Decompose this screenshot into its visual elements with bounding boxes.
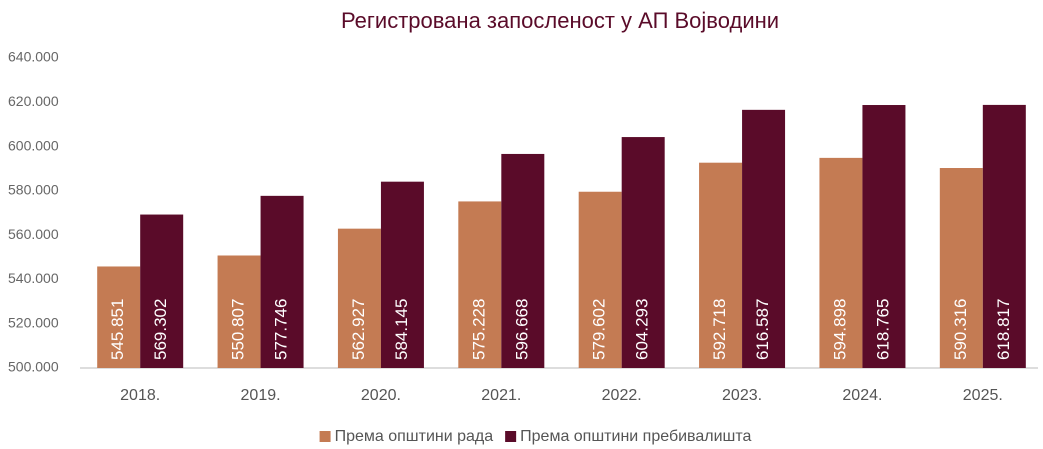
data-label: 604.293 (633, 299, 652, 360)
data-label: 569.302 (151, 299, 170, 360)
data-label: 545.851 (108, 299, 127, 360)
bar (699, 162, 743, 368)
bar (742, 109, 786, 368)
bar (260, 195, 304, 368)
y-tick-label: 620.000 (8, 93, 59, 109)
bar (621, 137, 665, 368)
legend-swatch (505, 431, 517, 442)
data-label: 594.898 (830, 299, 849, 360)
y-tick-label: 520.000 (8, 314, 59, 330)
data-label: 577.746 (272, 299, 291, 360)
bar (578, 191, 622, 368)
x-tick-label: 2023. (722, 387, 762, 404)
data-label: 590.316 (951, 299, 970, 360)
bar (380, 181, 424, 368)
data-label: 550.807 (229, 299, 248, 360)
bar (337, 228, 381, 368)
legend-swatch (319, 431, 331, 442)
x-tick-label: 2018. (120, 387, 160, 404)
bar (501, 153, 545, 368)
data-label: 562.927 (349, 299, 368, 360)
y-tick-label: 640.000 (8, 49, 59, 65)
data-label: 575.228 (469, 299, 488, 360)
chart-title: Регистрована запосленост у АП Војводини (341, 8, 779, 33)
bar (819, 157, 863, 368)
legend-label: Према општини рада (335, 428, 494, 445)
legend-label: Према општини пребивалишта (520, 428, 751, 445)
bar (217, 255, 261, 368)
data-label: 616.587 (753, 299, 772, 360)
bar (97, 266, 141, 368)
data-label: 579.602 (590, 299, 609, 360)
legend: Према општини рада Према општини пребивал… (319, 428, 752, 445)
bar (939, 168, 983, 368)
y-tick-label: 560.000 (8, 226, 59, 242)
x-tick-label: 2020. (361, 387, 401, 404)
x-tick-label: 2019. (241, 387, 281, 404)
bar (140, 214, 184, 368)
bar (862, 105, 906, 368)
bar (458, 201, 502, 368)
y-tick-label: 500.000 (8, 359, 59, 375)
data-label: 592.718 (710, 299, 729, 360)
y-tick-label: 600.000 (8, 137, 59, 153)
x-tick-label: 2025. (963, 387, 1003, 404)
x-tick-label: 2024. (842, 387, 882, 404)
data-label: 596.668 (512, 299, 531, 360)
x-tick-label: 2022. (602, 387, 642, 404)
bar (982, 104, 1026, 368)
data-label: 618.765 (873, 299, 892, 360)
data-label: 618.817 (994, 299, 1013, 360)
y-tick-label: 580.000 (8, 182, 59, 198)
y-tick-label: 540.000 (8, 270, 59, 286)
x-tick-label: 2021. (481, 387, 521, 404)
data-label: 584.145 (392, 299, 411, 360)
